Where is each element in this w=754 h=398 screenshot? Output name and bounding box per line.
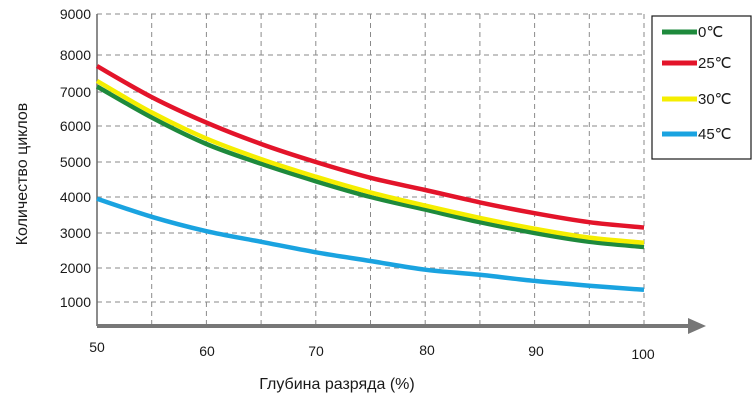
series-line-30℃ <box>95 78 645 246</box>
grid <box>97 13 645 326</box>
x-tick-label: 50 <box>89 339 105 355</box>
y-tick-label: 8000 <box>60 47 91 63</box>
x-tick-label: 70 <box>308 343 324 359</box>
series-line-0℃ <box>95 84 645 250</box>
legend: 0℃ 25℃ 30℃ 45℃ <box>651 15 752 160</box>
x-tick-label: 100 <box>631 346 655 362</box>
series-lines <box>95 64 645 293</box>
legend-label: 30℃ <box>698 91 732 108</box>
y-axis-label: Количество циклов <box>14 103 31 246</box>
y-tick-label: 7000 <box>60 84 91 100</box>
x-axis-arrow <box>688 318 706 334</box>
y-tick-labels: 1000 2000 3000 4000 5000 6000 7000 8000 9000 <box>60 6 91 310</box>
y-tick-label: 1000 <box>60 294 91 310</box>
legend-label: 0℃ <box>698 24 723 41</box>
axes <box>96 14 706 334</box>
legend-label: 45℃ <box>698 126 732 143</box>
y-tick-label: 2000 <box>60 260 91 276</box>
x-tick-label: 60 <box>199 343 215 359</box>
x-tick-label: 90 <box>528 343 544 359</box>
y-tick-label: 5000 <box>60 154 91 170</box>
x-tick-labels: 50 60 70 80 90 100 <box>89 339 655 362</box>
x-axis-label: Глубина разряда (%) <box>259 376 414 393</box>
x-tick-label: 80 <box>419 342 435 358</box>
y-tick-label: 4000 <box>60 189 91 205</box>
series-line-25℃ <box>95 64 645 230</box>
legend-label: 25℃ <box>698 55 732 72</box>
y-tick-label: 6000 <box>60 118 91 134</box>
y-tick-label: 3000 <box>60 225 91 241</box>
y-tick-label: 9000 <box>60 6 91 22</box>
series-line-45℃ <box>96 196 645 293</box>
